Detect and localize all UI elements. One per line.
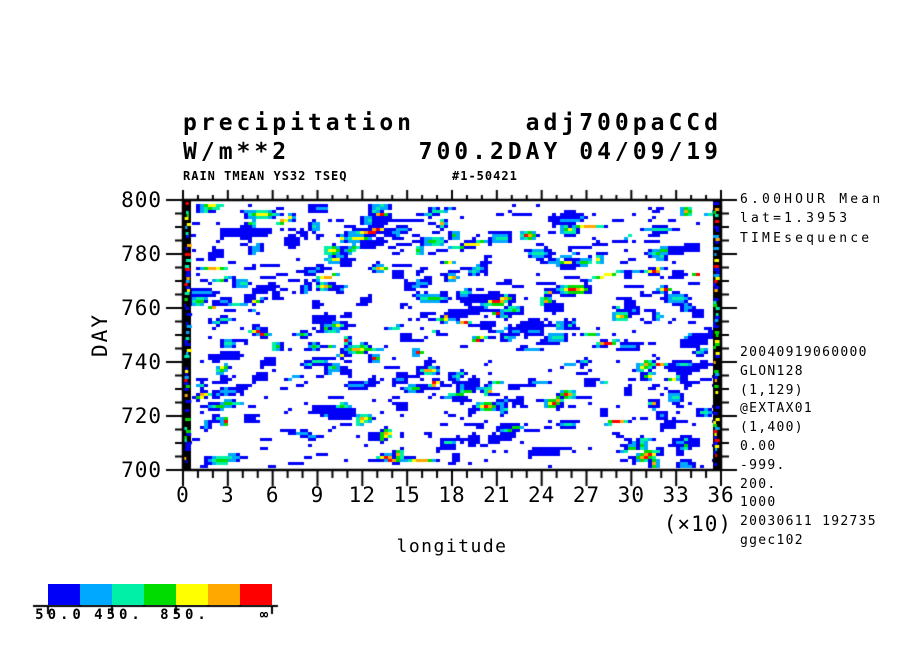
x-scale-note: (×10) xyxy=(663,512,732,536)
x-tick-label: 9 xyxy=(310,483,325,507)
colorbar-segment xyxy=(240,584,272,605)
x-tick-label: 6 xyxy=(265,483,280,507)
y-tick-label: 780 xyxy=(121,242,162,266)
plot-title-left: precipitation xyxy=(183,110,416,136)
units-label: W/m**2 xyxy=(183,139,291,165)
info-line: 20040919060000 xyxy=(740,345,868,360)
colorbar-tick-label: 450. xyxy=(94,607,144,623)
datetime-label: 700.2DAY 04/09/19 xyxy=(418,139,722,165)
x-tick-label: 18 xyxy=(438,483,466,507)
info-line: GLON128 xyxy=(740,363,804,379)
colorbar-tick-label: 50.0 xyxy=(35,607,85,623)
info-line: lat=1.3953 xyxy=(740,211,851,227)
info-line: 1000 xyxy=(740,495,777,511)
info-line: 0.00 xyxy=(740,438,777,454)
info-line: 200. xyxy=(740,476,777,492)
y-tick-label: 700 xyxy=(121,458,162,482)
x-tick-label: 21 xyxy=(483,483,511,507)
colorbar-segment xyxy=(176,584,208,605)
x-axis-title: longitude xyxy=(396,536,508,557)
x-tick-label: 0 xyxy=(176,483,190,507)
colorbar xyxy=(48,584,272,605)
right-panel-info-top: 6.00HOUR Mean lat=1.3953 TIMEsequence xyxy=(740,190,883,248)
info-line: -999. xyxy=(740,457,786,473)
colorbar-segment xyxy=(48,584,80,605)
x-tick-label: 36 xyxy=(707,483,735,507)
plot-title-right: adj700paCCd xyxy=(525,110,722,136)
x-tick-label: 15 xyxy=(393,483,421,507)
x-tick-label: 27 xyxy=(572,483,601,507)
right-panel-info-bottom: 20040919060000 GLON128 (1,129) @EXTAX01 (1,4… xyxy=(740,344,877,551)
y-tick-label: 760 xyxy=(121,296,162,320)
y-tick-label: 720 xyxy=(121,404,162,428)
run-id-label: #1-50421 xyxy=(452,169,518,183)
info-line: (1,400) xyxy=(740,420,804,436)
y-tick-label: 800 xyxy=(121,188,162,212)
info-line: @EXTAX01 xyxy=(740,401,814,417)
info-line: ggec102 xyxy=(740,532,804,548)
x-tick-label: 30 xyxy=(617,483,645,507)
x-tick-label: 24 xyxy=(528,483,556,507)
y-tick-label: 740 xyxy=(121,350,162,374)
colorbar-segment xyxy=(112,584,144,605)
x-tick-label: 12 xyxy=(348,483,376,507)
colorbar-tick-label: ∞ xyxy=(259,607,273,623)
colorbar-tick-label: 850. xyxy=(160,607,210,623)
info-line: 20030611 192735 xyxy=(740,514,877,530)
colorbar-segment xyxy=(80,584,112,605)
dataset-label: RAIN TMEAN YS32 TSEQ xyxy=(183,169,348,183)
info-line: 6.00HOUR Mean xyxy=(740,192,884,207)
colorbar-segment xyxy=(208,584,240,605)
info-line: (1,129) xyxy=(740,382,804,398)
x-tick-label: 3 xyxy=(221,483,235,507)
colorbar-segment xyxy=(144,584,176,605)
info-line: TIMEsequence xyxy=(740,230,873,246)
x-tick-label: 33 xyxy=(662,483,690,507)
